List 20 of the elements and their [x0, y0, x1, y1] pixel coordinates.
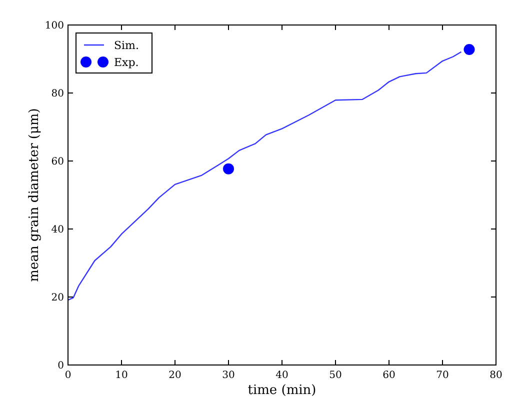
y-tick-label: 20 — [51, 292, 64, 304]
x-tick-label: 30 — [222, 370, 235, 381]
y-axis-title: mean grain diameter (μm) — [27, 108, 42, 282]
x-tick-label: 20 — [168, 370, 182, 381]
x-tick-label: 80 — [490, 370, 502, 381]
y-tick-label: 40 — [51, 224, 64, 236]
y-tick-label: 0 — [58, 360, 64, 372]
line-series — [67, 51, 462, 301]
x-axis-title: time (min) — [248, 383, 316, 398]
y-tick-label: 60 — [51, 156, 64, 168]
x-tick-label: 10 — [115, 370, 128, 381]
legend-label: Exp. — [114, 56, 139, 69]
x-tick-label: 40 — [276, 370, 288, 381]
x-tick-label: 0 — [64, 370, 72, 381]
legend-label: Sim. — [114, 39, 139, 52]
x-tick-label: 70 — [436, 370, 449, 381]
y-tick-label: 80 — [51, 88, 64, 100]
y-tick-label: 100 — [44, 20, 64, 32]
x-tick-label: 50 — [329, 370, 342, 381]
x-tick-label: 60 — [382, 370, 396, 381]
